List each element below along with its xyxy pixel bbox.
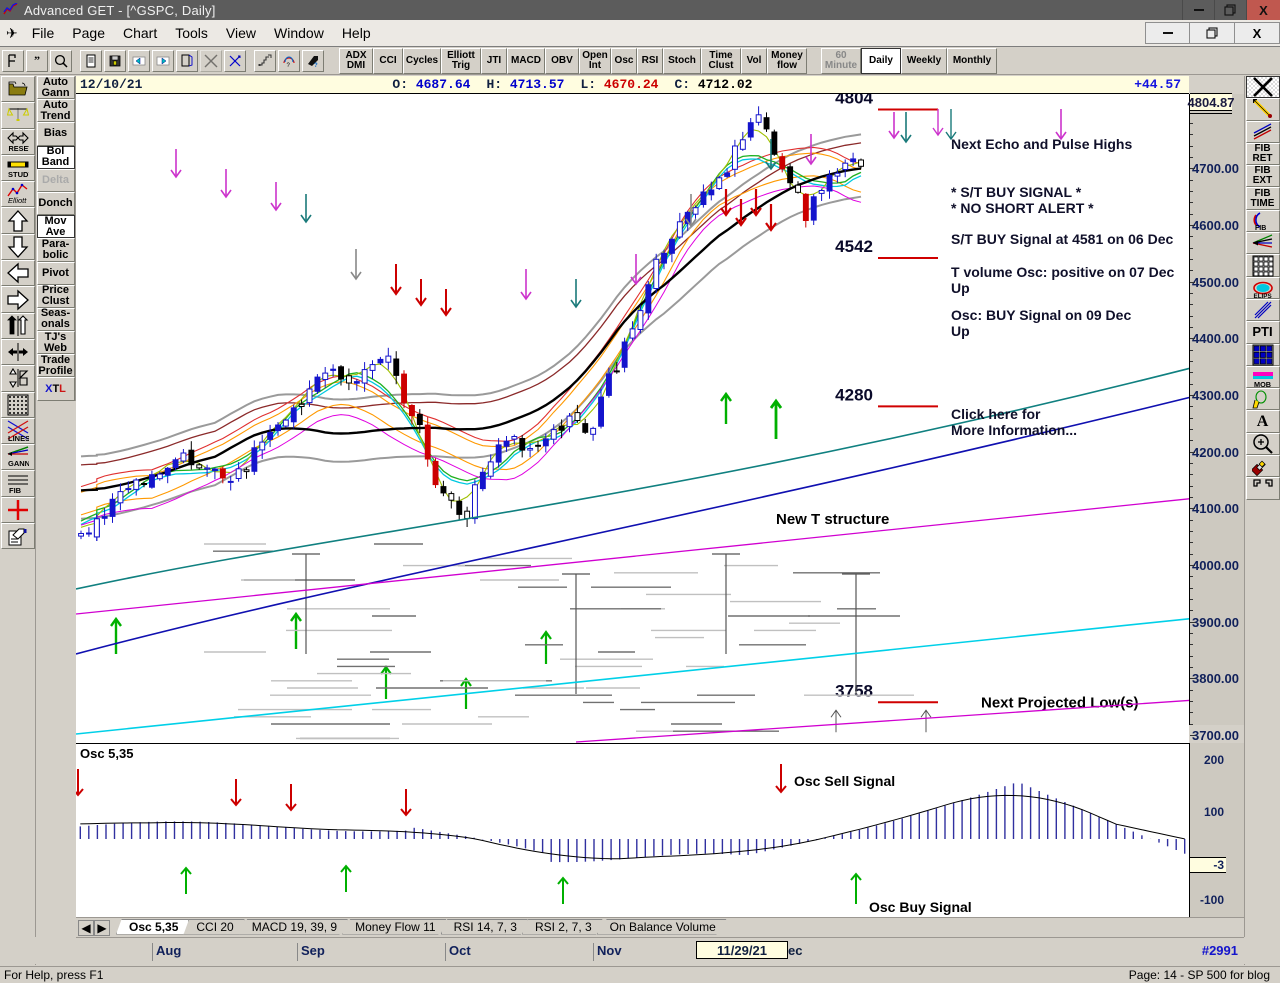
svg-text:3758: 3758 [835,681,873,700]
svg-text:MOB: MOB [1254,380,1271,388]
svg-text:4542: 4542 [835,237,873,256]
svg-text:FIB: FIB [1255,225,1266,232]
svg-text:Osc 5,35: Osc 5,35 [80,746,134,761]
svg-text:Osc Sell Signal: Osc Sell Signal [794,773,895,789]
svg-text:?: ? [287,63,291,68]
svg-text:RESET: RESET [8,144,29,153]
svg-text:FIB: FIB [9,486,22,495]
svg-text:STUDY: STUDY [8,170,29,179]
svg-text:?: ? [314,63,318,68]
svg-text:Osc Buy Signal: Osc Buy Signal [869,899,972,915]
svg-text:4804: 4804 [835,94,873,108]
svg-text:LINES: LINES [8,434,29,442]
svg-text:Elliott: Elliott [8,196,27,205]
svg-text:ELIPS: ELIPS [1253,293,1271,299]
svg-text:4280: 4280 [835,385,873,404]
svg-text:New T structure: New T structure [776,511,889,528]
svg-text:GANN: GANN [8,459,29,468]
